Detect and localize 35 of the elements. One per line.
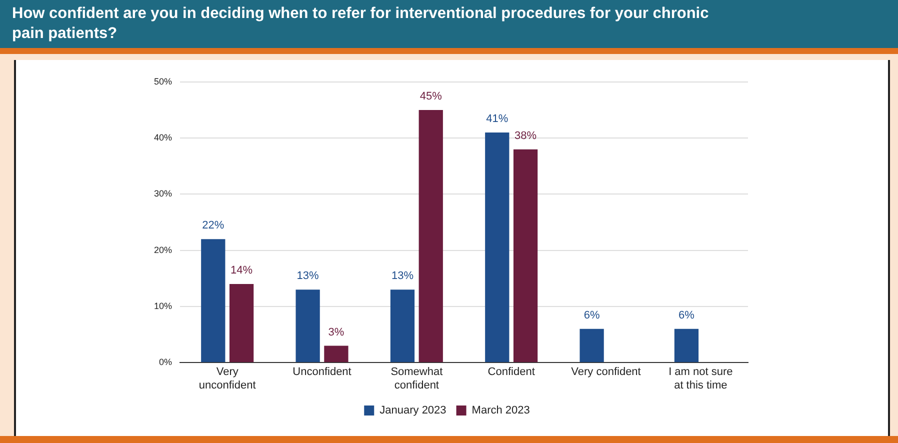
x-tick-label: Somewhat confident (390, 366, 443, 392)
bar (201, 239, 226, 362)
data-label: 41% (486, 113, 508, 126)
data-label: 14% (230, 264, 253, 277)
legend-label: March 2023 (472, 404, 530, 417)
data-label: 3% (328, 326, 344, 338)
x-tick-label: Very confident (571, 366, 641, 378)
y-tick-label: 50% (154, 76, 172, 86)
bar (513, 149, 538, 362)
y-tick-label: 30% (154, 188, 172, 199)
x-tick-label: Very unconfident (198, 366, 256, 392)
bar (580, 328, 604, 362)
data-label: 6% (584, 309, 600, 322)
bar (674, 328, 699, 362)
bar (296, 290, 320, 362)
data-label: 38% (514, 130, 537, 142)
y-tick-label: 0% (159, 357, 172, 368)
data-label: 22% (202, 220, 224, 232)
bar (418, 110, 443, 362)
data-label: 45% (420, 90, 442, 103)
bar (485, 132, 510, 362)
chart-title: How confident are you in deciding when to refer for interventional procedures for your chronic pain patients? (12, 4, 710, 44)
y-tick-label: 10% (154, 300, 172, 311)
data-label: 6% (678, 309, 695, 322)
x-tick-label: I am not sure at this time (668, 366, 733, 392)
legend-label: January 2023 (380, 404, 446, 417)
y-tick-label: 20% (154, 244, 172, 255)
bar (390, 290, 415, 362)
bar (324, 346, 348, 362)
x-tick-label: Confident (488, 366, 535, 378)
x-tick-label: Unconfident (292, 366, 352, 378)
data-label: 13% (296, 270, 320, 282)
y-tick-label: 40% (154, 132, 172, 143)
bar (229, 284, 254, 362)
data-label: 13% (391, 270, 414, 282)
